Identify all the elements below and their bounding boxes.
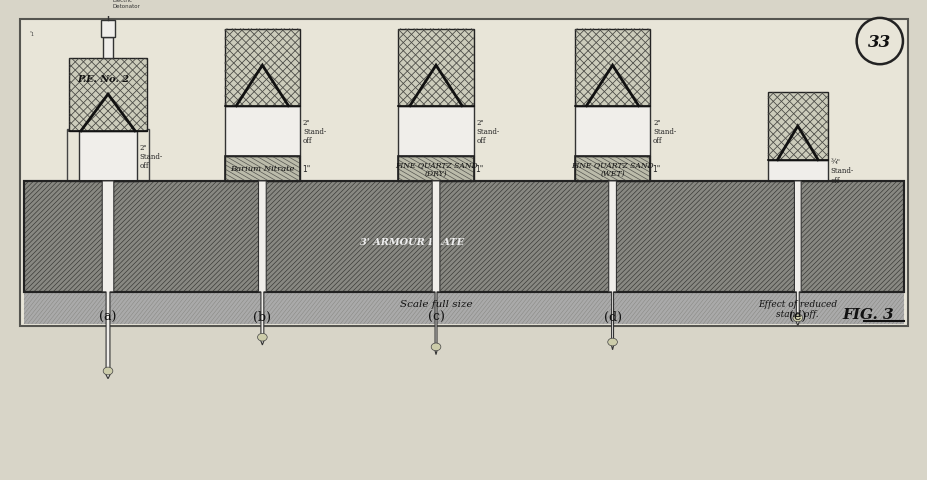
Bar xyxy=(575,156,650,181)
Bar xyxy=(224,156,299,181)
Text: 1": 1" xyxy=(475,165,483,174)
Text: FINE QUARTZ SAND
(WET): FINE QUARTZ SAND (WET) xyxy=(571,160,654,178)
Text: 2"
Stand-
off: 2" Stand- off xyxy=(302,118,325,144)
Bar xyxy=(24,181,903,292)
Bar xyxy=(224,107,299,156)
Bar xyxy=(575,29,650,107)
Text: Electric
Detonator: Electric Detonator xyxy=(113,0,141,9)
Ellipse shape xyxy=(258,334,267,341)
Text: 2"
Stand-
off: 2" Stand- off xyxy=(653,118,676,144)
Bar xyxy=(224,29,299,107)
Ellipse shape xyxy=(793,314,802,322)
Text: 1": 1" xyxy=(301,165,310,174)
Bar xyxy=(101,21,115,38)
Text: (a): (a) xyxy=(99,310,117,323)
Bar xyxy=(79,132,137,181)
Bar xyxy=(398,107,473,156)
Ellipse shape xyxy=(607,338,616,346)
Circle shape xyxy=(856,19,902,65)
Polygon shape xyxy=(432,181,439,355)
Text: ¾"
Stand-
off: ¾" Stand- off xyxy=(830,158,853,184)
Bar xyxy=(20,20,907,326)
Bar xyxy=(575,156,650,181)
Text: 2"
Stand-
off: 2" Stand- off xyxy=(140,144,163,170)
Bar xyxy=(398,156,473,181)
Bar xyxy=(224,29,299,107)
Bar xyxy=(67,130,149,181)
Bar xyxy=(767,160,827,181)
Polygon shape xyxy=(794,181,800,326)
Text: 1": 1" xyxy=(652,165,660,174)
Text: (d): (d) xyxy=(603,310,621,323)
Text: 33: 33 xyxy=(868,34,891,50)
Bar xyxy=(767,93,827,160)
Text: (b): (b) xyxy=(253,310,271,323)
Text: Barium Nitrate: Barium Nitrate xyxy=(230,165,294,173)
Text: 2"
Stand-
off: 2" Stand- off xyxy=(476,118,500,144)
Text: Effect of reduced
stand off.: Effect of reduced stand off. xyxy=(757,299,836,318)
Text: (c): (c) xyxy=(427,310,444,323)
Polygon shape xyxy=(608,181,616,350)
Bar xyxy=(224,156,299,181)
Text: ′₁: ′₁ xyxy=(30,29,35,37)
Text: Scale full size: Scale full size xyxy=(400,300,472,308)
Bar xyxy=(398,29,473,107)
Text: P.E. No. 2: P.E. No. 2 xyxy=(77,75,129,84)
Text: (e): (e) xyxy=(788,310,806,323)
Bar xyxy=(575,29,650,107)
Bar xyxy=(70,60,146,132)
Text: FINE QUARTZ SAND
(DRY): FINE QUARTZ SAND (DRY) xyxy=(394,160,476,178)
Bar xyxy=(575,107,650,156)
Bar xyxy=(103,38,113,60)
Polygon shape xyxy=(259,181,266,345)
Bar xyxy=(70,60,146,132)
Ellipse shape xyxy=(103,367,113,375)
Bar xyxy=(24,181,903,292)
Polygon shape xyxy=(102,181,114,379)
Text: 3' ARMOUR PLATE: 3' ARMOUR PLATE xyxy=(360,237,464,246)
Bar xyxy=(398,29,473,107)
Bar xyxy=(398,156,473,181)
Text: FIG. 3: FIG. 3 xyxy=(842,307,894,322)
Bar xyxy=(767,93,827,160)
Ellipse shape xyxy=(431,343,440,351)
Bar xyxy=(24,292,903,324)
